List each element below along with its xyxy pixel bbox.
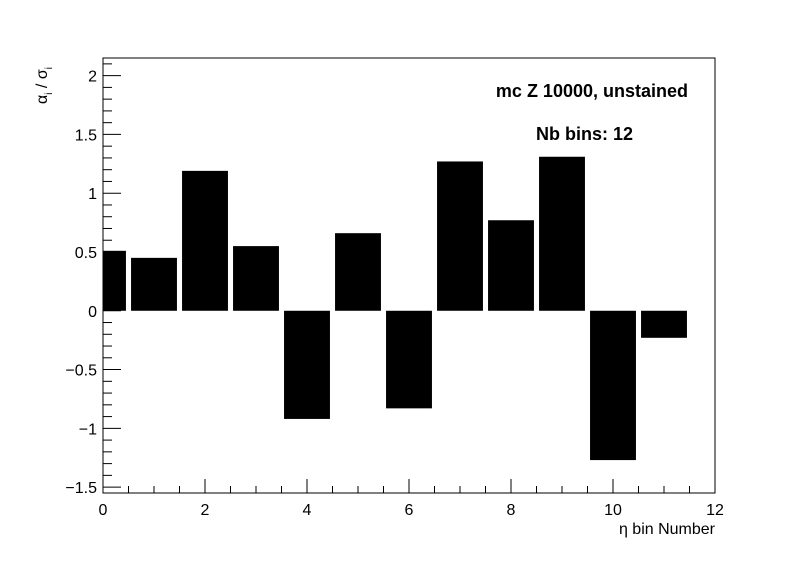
- bar-9: [539, 156, 585, 311]
- axes-group: 0 2 4 6 8 10 12 −1.5 −1 −0.5 0 0.5 1 1.5 2: [65, 57, 724, 519]
- bar-1: [131, 257, 177, 311]
- bar-5: [335, 233, 381, 311]
- bar-2: [182, 170, 228, 311]
- y-axis-title: αi / σi: [34, 67, 55, 104]
- y-axis-title-main: α: [34, 95, 51, 104]
- y-tick-label-0: −1.5: [65, 480, 97, 497]
- bar-0: [103, 250, 126, 311]
- bar-6: [386, 310, 432, 409]
- y-tick-label-1: −1: [79, 421, 97, 438]
- y-tick-label-7: 2: [88, 69, 97, 86]
- x-tick-label-6: 12: [706, 502, 724, 519]
- y-axis-title-sub2: i: [44, 67, 55, 69]
- y-tick-label-5: 1: [88, 186, 97, 203]
- annotation-nbins: Nb bins: 12: [536, 124, 633, 144]
- y-tick-label-6: 1.5: [75, 127, 97, 144]
- x-tick-label-4: 8: [507, 502, 516, 519]
- x-tick-label-0: 0: [99, 502, 108, 519]
- bar-7: [437, 161, 483, 311]
- x-axis-title: η bin Number: [619, 521, 716, 538]
- bar-4: [284, 310, 330, 419]
- x-tick-label-2: 4: [303, 502, 312, 519]
- bar-10: [590, 310, 636, 461]
- bar-3: [233, 246, 279, 311]
- y-tick-label-4: 0.5: [75, 245, 97, 262]
- y-tick-label-2: −0.5: [65, 363, 97, 380]
- y-axis-title-sub1: i: [44, 93, 55, 95]
- bar-11: [641, 310, 687, 338]
- x-tick-label-1: 2: [201, 502, 210, 519]
- annotation-sample: mc Z 10000, unstained: [496, 81, 688, 101]
- y-tick-label-3: 0: [88, 304, 97, 321]
- bar-8: [488, 220, 534, 311]
- x-tick-label-3: 6: [405, 502, 414, 519]
- bars-group: [103, 156, 687, 461]
- x-tick-label-5: 10: [604, 502, 622, 519]
- y-axis-title-sep: / σ: [34, 69, 51, 92]
